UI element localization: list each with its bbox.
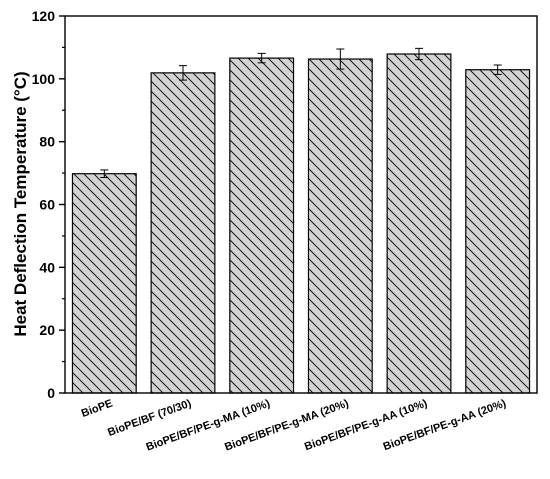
y-tick-label-100: 100 [32, 71, 56, 87]
y-tick-label-120: 120 [32, 8, 56, 24]
x-tick-label-1: BioPE [80, 398, 115, 420]
bar-1 [71, 173, 137, 394]
y-axis-title: Heat Deflection Temperature (°C) [11, 71, 30, 336]
bar-5 [386, 53, 452, 394]
bar-6 [465, 69, 531, 394]
bar-4 [307, 58, 373, 394]
y-tick-label-80: 80 [39, 134, 55, 150]
y-tick-label-20: 20 [39, 322, 55, 338]
bar-3 [229, 57, 295, 394]
y-tick-label-60: 60 [39, 197, 55, 213]
y-tick-label-40: 40 [39, 259, 55, 275]
bar-2 [150, 72, 216, 394]
y-tick-label-0: 0 [47, 385, 55, 401]
